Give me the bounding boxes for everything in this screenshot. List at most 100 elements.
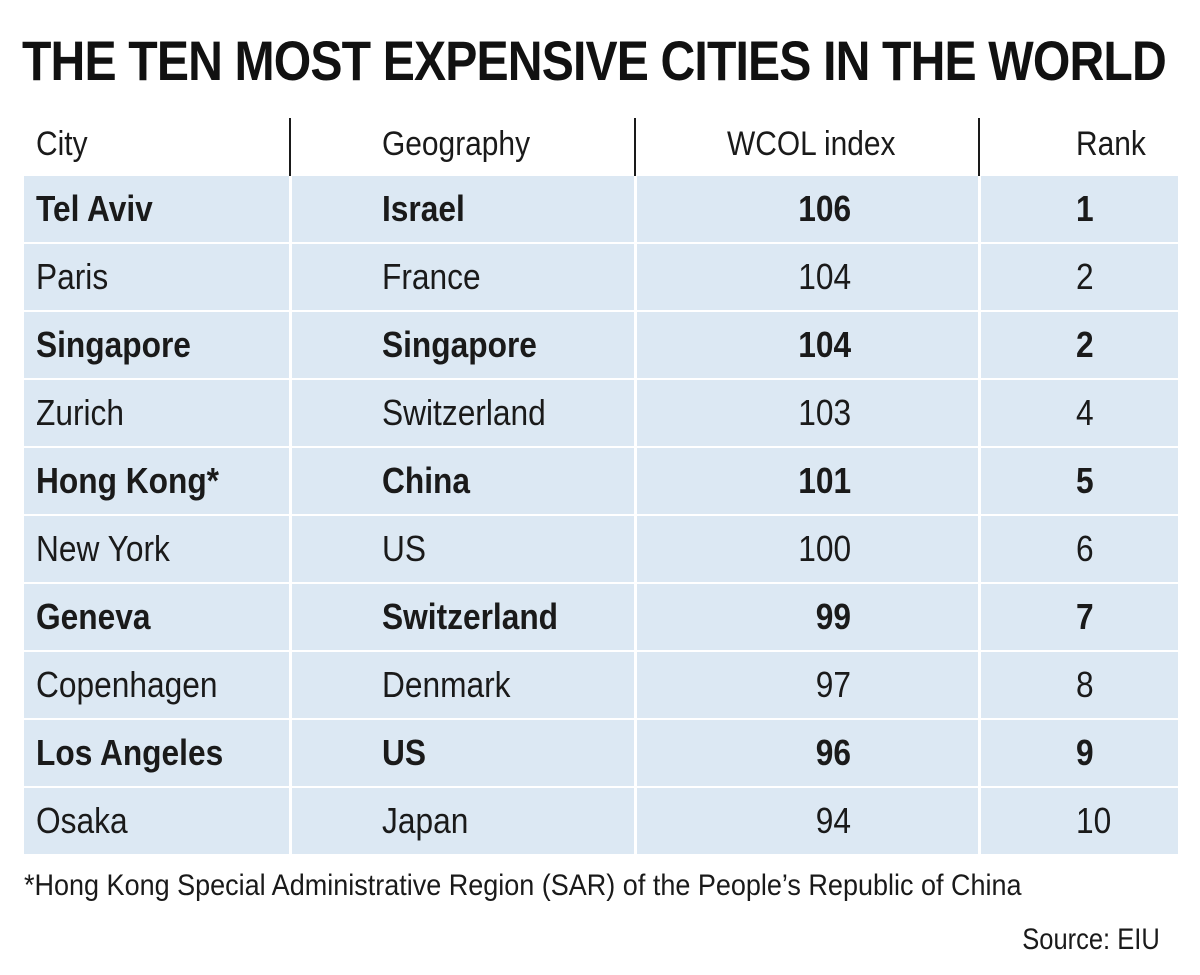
cell-city-text: Paris [36,256,109,297]
cell-rank: 10 [981,788,1178,854]
cell-wcol-index-text: 104 [798,256,851,297]
table-row: Hong Kong* China 101 5 [24,448,1178,514]
cell-geography: France [292,244,634,310]
cell-wcol-index: 96 [637,720,978,786]
table-row: Paris France 104 2 [24,244,1178,310]
cell-rank: 7 [981,584,1178,650]
cell-rank: 6 [981,516,1178,582]
cell-geography-text: Japan [382,800,469,841]
cell-wcol-index-text: 97 [815,664,851,705]
cell-rank-text: 7 [1076,596,1094,637]
cell-rank-text: 1 [1076,188,1094,229]
cell-geography-text: Denmark [382,664,511,705]
cell-rank: 2 [981,312,1178,378]
cell-wcol-index: 97 [637,652,978,718]
cell-rank: 2 [981,244,1178,310]
cell-city-text: New York [36,528,170,569]
cell-rank: 9 [981,720,1178,786]
cell-city: Hong Kong* [24,448,289,514]
cell-wcol-index-text: 103 [798,392,851,433]
cell-geography: China [292,448,634,514]
cell-wcol-index: 103 [637,380,978,446]
cell-rank-text: 8 [1076,664,1094,705]
cell-rank-text: 2 [1076,324,1094,365]
cell-rank-text: 4 [1076,392,1094,433]
cell-city-text: Zurich [36,392,125,433]
cell-city: Geneva [24,584,289,650]
cell-city-text: Tel Aviv [36,188,153,229]
header-city: City [36,125,88,163]
source-note: Source: EIU [1022,923,1160,956]
header-divider [289,118,291,176]
table-row: Geneva Switzerland 99 7 [24,584,1178,650]
cell-city: Osaka [24,788,289,854]
table-body: Tel Aviv Israel 106 1 Paris France 104 2 Singapo… [24,176,1178,854]
cell-city: Los Angeles [24,720,289,786]
cell-rank: 5 [981,448,1178,514]
cell-geography-text: US [382,732,427,773]
cell-city-text: Copenhagen [36,664,218,705]
cell-geography: Israel [292,176,634,242]
cell-city-text: Osaka [36,800,128,841]
cell-geography: Switzerland [292,380,634,446]
cell-wcol-index: 106 [637,176,978,242]
cell-geography: Japan [292,788,634,854]
footnote: *Hong Kong Special Administrative Region… [24,869,1022,902]
cell-rank: 1 [981,176,1178,242]
cell-wcol-index: 104 [637,244,978,310]
cell-wcol-index: 94 [637,788,978,854]
cell-wcol-index-text: 101 [798,460,851,501]
cell-rank-text: 10 [1076,800,1112,841]
cell-wcol-index-text: 104 [798,324,851,365]
table-row: Tel Aviv Israel 106 1 [24,176,1178,242]
cell-wcol-index-text: 99 [815,596,851,637]
table-row: Los Angeles US 96 9 [24,720,1178,786]
cell-wcol-index-text: 100 [798,528,851,569]
cell-wcol-index-text: 96 [815,732,851,773]
cell-city-text: Hong Kong* [36,460,219,501]
cell-city: Copenhagen [24,652,289,718]
header-divider [634,118,636,176]
cell-city: Zurich [24,380,289,446]
cell-rank-text: 9 [1076,732,1094,773]
cell-city: Tel Aviv [24,176,289,242]
cell-geography: US [292,516,634,582]
cell-geography: Denmark [292,652,634,718]
cities-table: City Geography WCOL index Rank Tel Aviv I… [24,116,1178,856]
header-divider [978,118,980,176]
cell-wcol-index: 99 [637,584,978,650]
table-row: New York US 100 6 [24,516,1178,582]
header-rank: Rank [1076,125,1146,163]
table-row: Zurich Switzerland 103 4 [24,380,1178,446]
cell-geography: Switzerland [292,584,634,650]
cell-geography-text: US [382,528,427,569]
cell-wcol-index-text: 106 [798,188,851,229]
header-wcol-index: WCOL index [727,125,896,163]
cell-geography-text: Israel [382,188,465,229]
cell-rank-text: 6 [1076,528,1094,569]
cell-geography: US [292,720,634,786]
cell-wcol-index: 104 [637,312,978,378]
header-geography: Geography [382,125,531,163]
cell-rank-text: 2 [1076,256,1094,297]
cell-city-text: Los Angeles [36,732,224,773]
cell-wcol-index: 101 [637,448,978,514]
cell-rank: 4 [981,380,1178,446]
cell-rank-text: 5 [1076,460,1094,501]
cell-rank: 8 [981,652,1178,718]
table-header: City Geography WCOL index Rank [24,116,1178,176]
cell-geography: Singapore [292,312,634,378]
cell-geography-text: Singapore [382,324,537,365]
cell-geography-text: China [382,460,471,501]
cell-wcol-index-text: 94 [815,800,851,841]
cell-city-text: Geneva [36,596,151,637]
cell-geography-text: France [382,256,481,297]
table-row: Osaka Japan 94 10 [24,788,1178,854]
cell-geography-text: Switzerland [382,392,546,433]
table-row: Singapore Singapore 104 2 [24,312,1178,378]
cell-city: Singapore [24,312,289,378]
chart-title: THE TEN MOST EXPENSIVE CITIES IN THE WOR… [22,29,1167,92]
cell-geography-text: Switzerland [382,596,559,637]
cell-city: Paris [24,244,289,310]
cell-city-text: Singapore [36,324,191,365]
